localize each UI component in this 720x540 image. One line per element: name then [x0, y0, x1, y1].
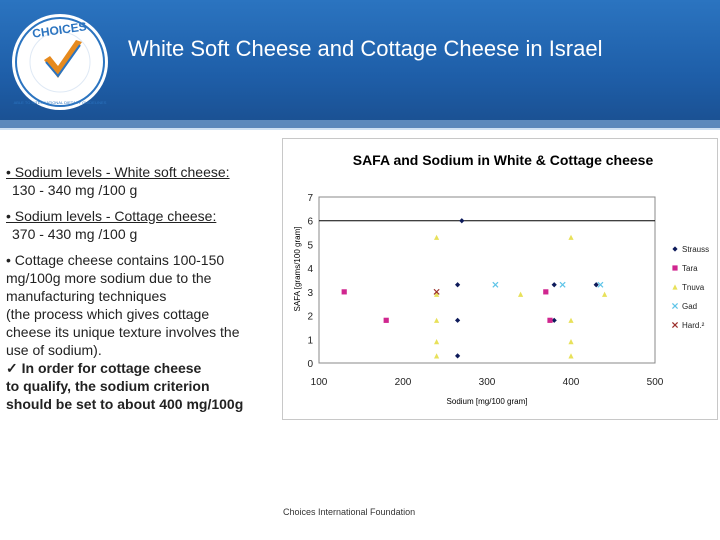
legend-label-strauss: Strauss: [682, 245, 709, 254]
legend-label-tara: Tara: [682, 264, 698, 273]
legend-label-tnuva: Tnuva: [682, 283, 705, 292]
x-tick-label: 100: [311, 377, 328, 388]
data-point-strauss: [455, 317, 461, 323]
data-point-tnuva: [434, 317, 440, 323]
data-point-tnuva: [434, 234, 440, 240]
data-point-tnuva: [434, 291, 440, 297]
data-point-strauss: [551, 282, 557, 288]
y-tick-label: 2: [307, 312, 313, 323]
data-point-hard: [433, 288, 440, 295]
data-point-tnuva: [568, 339, 574, 345]
y-tick-label: 3: [307, 288, 313, 299]
explanation-line: use of sodium).: [6, 342, 102, 358]
data-point-tara: [383, 317, 389, 323]
legend-marker-tara: [672, 265, 678, 271]
explanation-line: mg/100g more sodium due to the: [6, 270, 212, 286]
bullet-list: • Sodium levels - White soft cheese: 130…: [6, 163, 286, 413]
marker-stroke: [597, 281, 604, 288]
data-point-tnuva: [568, 234, 574, 240]
marker-stroke: [492, 281, 499, 288]
explanation-line: • Cottage cheese contains 100-150: [6, 252, 225, 268]
legend-marker-gad: [671, 302, 679, 310]
data-point-strauss: [593, 282, 599, 288]
data-point-gad: [559, 281, 566, 288]
y-tick-label: 6: [307, 217, 313, 228]
page-title: White Soft Cheese and Cottage Cheese in …: [128, 36, 603, 61]
data-point-tara: [341, 289, 347, 295]
x-tick-label: 400: [563, 377, 580, 388]
x-tick-label: 300: [479, 377, 496, 388]
data-point-strauss: [551, 317, 557, 323]
data-point-tnuva: [518, 291, 524, 297]
bullet-cottage-explanation: • Cottage cheese contains 100-150 mg/100…: [6, 251, 286, 359]
data-point-strauss: [459, 218, 465, 224]
x-axis-label: Sodium [mg/100 gram]: [447, 397, 528, 406]
bullet-sodium-white-range: 130 - 340 mg /100 g: [12, 182, 138, 198]
legend-label-hard: Hard.²: [682, 321, 705, 330]
data-point-strauss: [455, 353, 461, 359]
bullet-sodium-white: • Sodium levels - White soft cheese:: [6, 164, 230, 180]
logo-ring-text: ABLE TO INTERNATIONAL DIETARY GUIDELINES: [14, 100, 107, 105]
marker-stroke: [671, 321, 679, 329]
marker-stroke: [671, 302, 679, 310]
bullet-sodium-cottage: • Sodium levels - Cottage cheese:: [6, 208, 217, 224]
criterion-line: ✓ In order for cottage cheese: [6, 360, 202, 376]
footer-credit: Choices International Foundation: [283, 507, 416, 517]
x-tick-label: 500: [647, 377, 664, 388]
legend-marker-hard: [671, 321, 679, 329]
explanation-line: manufacturing techniques: [6, 288, 167, 304]
header-band: [0, 0, 720, 128]
legend-label-gad: Gad: [682, 302, 697, 311]
bullet-criterion: ✓ In order for cottage cheese to qualify…: [6, 359, 286, 413]
header-accent-strip: [0, 120, 720, 130]
data-point-tara: [543, 289, 549, 295]
data-point-gad: [597, 281, 604, 288]
data-point-tnuva: [434, 339, 440, 345]
chart-title: SAFA and Sodium in White & Cottage chees…: [353, 152, 654, 168]
y-tick-label: 1: [307, 335, 313, 346]
bullet-sodium-cottage-range: 370 - 430 mg /100 g: [12, 226, 138, 242]
chart-panel: SAFA and Sodium in White & Cottage chees…: [282, 138, 718, 420]
data-point-tnuva: [568, 353, 574, 359]
criterion-line: should be set to about 400 mg/100g: [6, 396, 244, 412]
y-tick-label: 0: [307, 359, 313, 370]
header-bar: CHOICES ABLE TO INTERNATIONAL DIETARY GU…: [0, 0, 720, 130]
data-point-tnuva: [434, 353, 440, 359]
data-point-tnuva: [602, 291, 608, 297]
explanation-line: cheese its unique texture involves the: [6, 324, 240, 340]
plot-area: [318, 196, 656, 364]
data-point-strauss: [455, 282, 461, 288]
scatter-chart: SAFA and Sodium in White & Cottage chees…: [293, 152, 709, 406]
data-point-gad: [492, 281, 499, 288]
marker-stroke: [433, 288, 440, 295]
x-tick-label: 200: [395, 377, 412, 388]
marker-stroke: [559, 281, 566, 288]
data-point-tnuva: [568, 317, 574, 323]
legend-marker-tnuva: [672, 284, 678, 290]
choices-logo: CHOICES ABLE TO INTERNATIONAL DIETARY GU…: [12, 14, 108, 110]
explanation-line: (the process which gives cottage: [6, 306, 210, 322]
data-point-tara: [547, 317, 553, 323]
y-tick-label: 7: [307, 193, 313, 204]
y-tick-label: 5: [307, 240, 313, 251]
criterion-line: to qualify, the sodium criterion: [6, 378, 210, 394]
legend-marker-strauss: [672, 246, 678, 252]
y-tick-label: 4: [307, 264, 313, 275]
y-axis-label: SAFA [grams/100 gram]: [293, 227, 302, 312]
